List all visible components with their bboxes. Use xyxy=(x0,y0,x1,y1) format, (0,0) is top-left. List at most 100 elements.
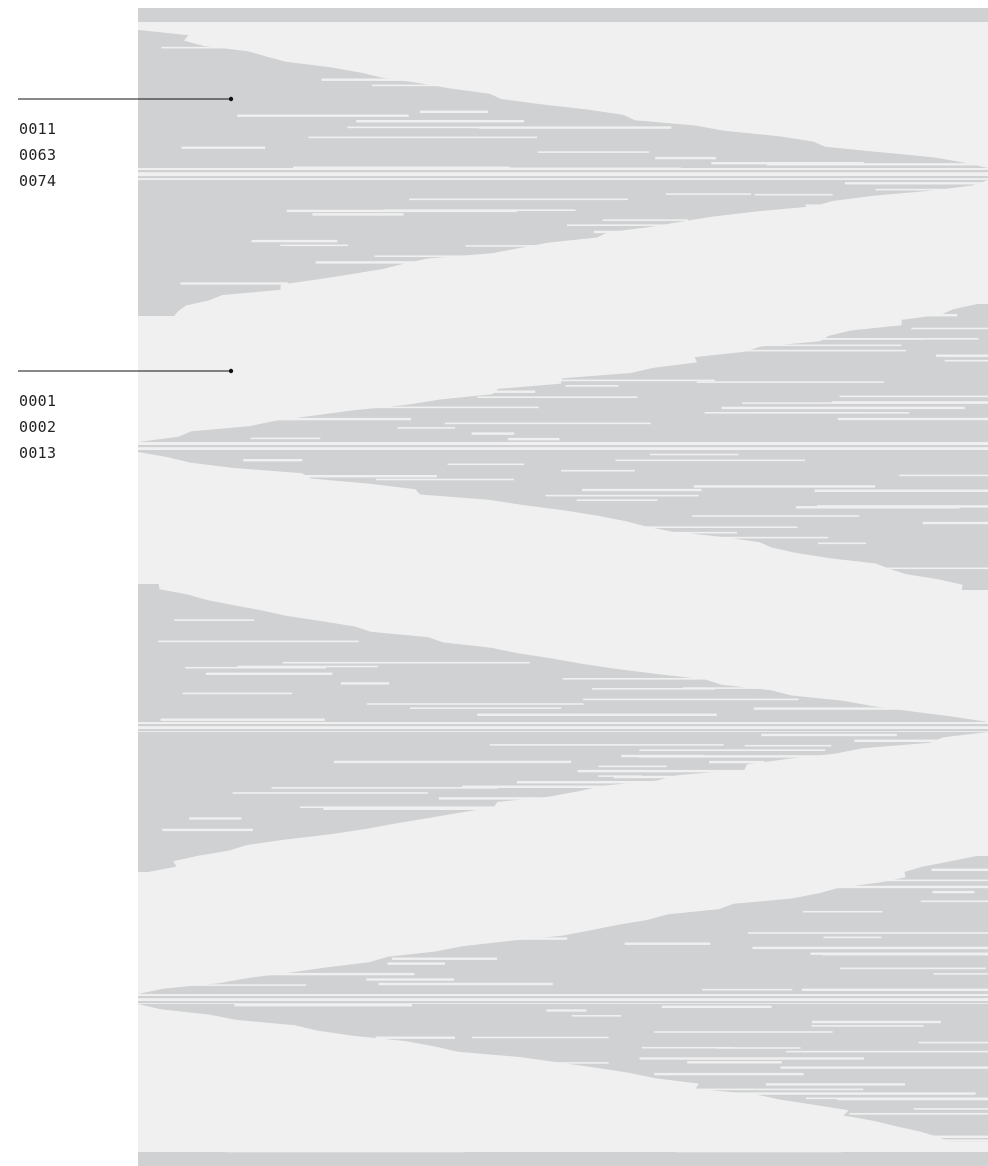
light-streak xyxy=(472,1036,609,1039)
light-streak xyxy=(158,640,359,643)
light-streak xyxy=(842,131,976,134)
light-streak xyxy=(318,931,405,933)
light-streak xyxy=(376,875,588,878)
light-streak xyxy=(284,349,520,352)
light-streak xyxy=(482,842,691,845)
light-streak xyxy=(489,744,724,746)
light-streak xyxy=(374,255,600,257)
light-streak xyxy=(282,661,530,664)
light-streak xyxy=(188,582,438,586)
light-streak xyxy=(932,1135,988,1138)
light-streak xyxy=(479,63,597,65)
light-streak xyxy=(691,344,902,347)
light-streak xyxy=(719,994,879,997)
light-streak xyxy=(702,988,793,991)
light-streak xyxy=(933,973,988,975)
light-streak xyxy=(839,395,988,398)
light-streak xyxy=(831,401,988,403)
light-streak xyxy=(212,578,436,581)
light-streak xyxy=(562,678,765,680)
left-zigzag-band xyxy=(138,732,988,872)
light-streak xyxy=(565,385,619,387)
light-streak xyxy=(609,297,856,300)
light-streak xyxy=(799,277,881,280)
light-streak xyxy=(783,791,988,795)
light-streak xyxy=(837,417,988,421)
light-streak xyxy=(875,188,988,191)
light-streak xyxy=(232,792,428,794)
light-streak xyxy=(911,327,988,330)
light-streak xyxy=(761,733,897,737)
light-streak xyxy=(888,827,988,830)
light-streak xyxy=(359,557,537,560)
light-streak xyxy=(845,609,966,613)
light-streak xyxy=(687,1061,782,1064)
light-streak xyxy=(169,329,376,332)
light-streak xyxy=(732,599,938,602)
light-streak xyxy=(914,69,988,72)
light-streak xyxy=(532,858,639,861)
light-streak xyxy=(271,787,498,789)
light-streak xyxy=(347,276,508,280)
light-streak xyxy=(913,1108,988,1110)
light-streak xyxy=(387,962,445,965)
light-streak xyxy=(812,1020,941,1024)
light-streak xyxy=(161,46,271,49)
light-streak xyxy=(727,645,845,648)
right-zigzag-band xyxy=(138,856,988,994)
light-streak xyxy=(898,594,988,597)
light-streak xyxy=(297,605,468,608)
light-streak xyxy=(885,93,988,96)
light-streak xyxy=(593,230,769,234)
light-streak xyxy=(477,396,638,398)
id-label: 0001 xyxy=(19,392,57,410)
light-streak xyxy=(375,478,514,481)
light-streak xyxy=(315,261,452,264)
light-streak xyxy=(162,828,253,832)
light-streak xyxy=(243,459,303,462)
light-streak xyxy=(198,911,395,914)
light-streak xyxy=(943,47,988,49)
light-streak xyxy=(566,224,773,226)
light-streak xyxy=(410,707,562,709)
light-streak xyxy=(160,484,319,487)
light-streak xyxy=(801,988,988,991)
light-streak xyxy=(754,193,833,196)
band-dividers xyxy=(138,170,988,1004)
light-streak xyxy=(165,536,250,538)
light-streak xyxy=(654,1072,804,1076)
light-streak xyxy=(936,354,988,357)
light-streak xyxy=(392,957,497,960)
light-streak xyxy=(534,333,791,336)
light-streak xyxy=(797,613,985,616)
light-streak xyxy=(419,110,488,113)
light-streak xyxy=(801,1144,988,1146)
light-streak xyxy=(696,381,885,383)
light-streak xyxy=(611,235,784,238)
light-streak xyxy=(360,844,452,847)
light-streak xyxy=(368,901,551,904)
light-streak xyxy=(716,1047,801,1049)
light-streak xyxy=(805,204,988,207)
light-streak xyxy=(174,619,255,621)
light-streak xyxy=(548,797,620,800)
light-streak xyxy=(366,978,454,981)
light-streak xyxy=(674,1150,842,1153)
light-streak xyxy=(815,314,958,317)
light-streak xyxy=(922,521,988,525)
annotation-label-group-2: 0001 0002 0013 xyxy=(19,388,129,466)
light-streak xyxy=(592,688,715,690)
light-streak xyxy=(414,852,484,855)
light-streak xyxy=(269,323,370,326)
light-streak xyxy=(796,38,887,40)
light-streak xyxy=(293,359,356,362)
light-streak xyxy=(277,1078,388,1080)
light-streak xyxy=(871,999,988,1001)
light-streak xyxy=(837,1097,988,1101)
light-streak xyxy=(465,245,648,247)
light-streak xyxy=(650,453,739,456)
left-zigzag-band xyxy=(138,584,988,722)
light-streak xyxy=(650,313,786,317)
light-streak xyxy=(560,1103,757,1106)
light-streak xyxy=(805,853,985,856)
